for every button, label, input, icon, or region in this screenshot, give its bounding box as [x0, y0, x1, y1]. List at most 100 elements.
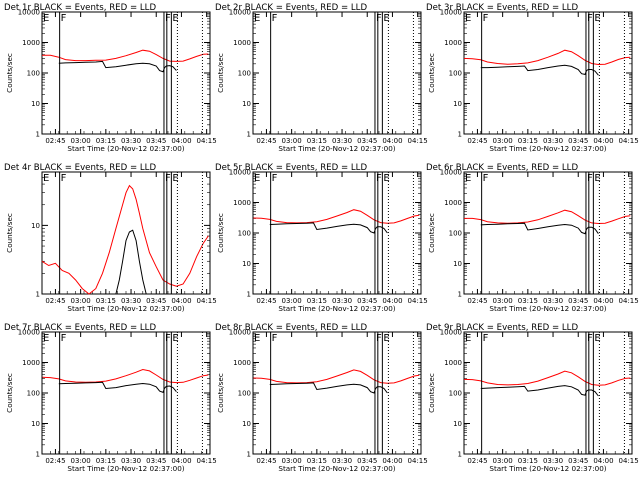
x-tick-label: 03:30 — [121, 137, 141, 145]
x-tick-label: 03:00 — [282, 457, 302, 465]
y-axis-label: Counts/sec — [5, 53, 14, 93]
y-tick-label: 10000 — [229, 169, 251, 177]
time-marker-label: F — [272, 333, 278, 344]
y-tick-label: 1 — [458, 451, 462, 459]
x-tick-label: 03:30 — [332, 297, 352, 305]
y-axis-label: Counts/sec — [216, 373, 225, 413]
y-tick-label: 100 — [27, 390, 40, 398]
y-tick-label: 10 — [31, 100, 40, 108]
time-marker-label: E — [465, 13, 471, 24]
x-tick-label: 02:45 — [467, 457, 487, 465]
y-tick-label: 1 — [458, 131, 462, 139]
y-axis-label: Counts/sec — [427, 213, 436, 253]
x-tick-label: 04:00 — [171, 137, 191, 145]
y-tick-label: 100 — [449, 390, 462, 398]
lld-series-line — [41, 368, 209, 384]
y-axis-label: Counts/sec — [427, 373, 436, 413]
y-axis-label: Counts/sec — [427, 53, 436, 93]
x-tick-label: 02:45 — [256, 297, 276, 305]
x-tick-label: 03:45 — [146, 297, 166, 305]
y-tick-label: 10 — [242, 260, 251, 268]
time-marker-label: F — [587, 13, 593, 24]
y-tick-label: 100 — [238, 70, 251, 78]
x-tick-label: 03:30 — [121, 297, 141, 305]
y-tick-label: 1 — [36, 451, 40, 459]
time-marker-label: E — [254, 333, 260, 344]
plot-frame — [41, 171, 211, 295]
y-tick-label: 1000 — [233, 39, 251, 47]
y-axis-label: Counts/sec — [5, 373, 14, 413]
y-axis-label: Counts/sec — [216, 213, 225, 253]
x-tick-label: 02:45 — [256, 457, 276, 465]
y-axis-label: Counts/sec — [216, 53, 225, 93]
panel-title: Det 3r BLACK = Events, RED = LLD — [426, 3, 578, 13]
plot-frame — [252, 171, 422, 295]
events-series-line — [58, 60, 177, 73]
x-tick-label: 04:15 — [197, 137, 217, 145]
panel-title: Det 5r BLACK = Events, RED = LLD — [215, 163, 367, 173]
time-marker-label: E — [172, 333, 178, 344]
plot-frame — [252, 11, 422, 135]
events-series-line — [480, 64, 599, 76]
x-tick-label: 03:45 — [146, 137, 166, 145]
x-tick-label: 03:30 — [543, 137, 563, 145]
y-tick-label: 10000 — [18, 9, 40, 17]
x-tick-label: 03:15 — [307, 137, 327, 145]
x-axis-label: Start Time (20-Nov-12 02:37:00) — [67, 144, 184, 153]
time-marker-label: E — [465, 333, 471, 344]
x-axis-label: Start Time (20-Nov-12 02:37:00) — [67, 304, 184, 313]
y-tick-label: 10 — [242, 420, 251, 428]
x-tick-label: 04:15 — [408, 297, 428, 305]
x-tick-label: 03:15 — [518, 457, 538, 465]
panel-title: Det 1r BLACK = Events, RED = LLD — [4, 3, 156, 13]
x-tick-label: 02:45 — [256, 137, 276, 145]
y-tick-label: 10 — [242, 100, 251, 108]
y-tick-label: 1 — [36, 291, 40, 299]
events-series-line — [269, 382, 388, 394]
time-marker-label: F — [483, 333, 489, 344]
y-tick-label: 1 — [36, 131, 40, 139]
time-marker-label: E — [594, 13, 600, 24]
panel-title: Det 4r BLACK = Events, RED = LLD — [4, 163, 156, 173]
y-tick-label: 1000 — [444, 199, 462, 207]
x-tick-label: 04:00 — [382, 137, 402, 145]
detector-panel: Det 4r BLACK = Events, RED = LLD 1 10 02:45… — [4, 163, 217, 313]
detector-panel: Det 8r BLACK = Events, RED = LLD 1 10 100 10… — [215, 323, 428, 473]
x-tick-label: 03:45 — [568, 457, 588, 465]
panel-title: Det 7r BLACK = Events, RED = LLD — [4, 323, 156, 333]
plot-frame — [463, 331, 633, 455]
y-tick-label: 10 — [31, 420, 40, 428]
time-marker-label: E — [43, 173, 49, 184]
y-tick-label: 10 — [453, 420, 462, 428]
panel-title: Det 8r BLACK = Events, RED = LLD — [215, 323, 367, 333]
x-tick-label: 03:30 — [332, 457, 352, 465]
x-tick-label: 03:30 — [543, 457, 563, 465]
time-marker-label: F — [165, 13, 171, 24]
time-marker-label: E — [594, 173, 600, 184]
lld-series-line — [463, 49, 631, 66]
time-marker-label: F — [376, 13, 382, 24]
y-tick-label: 100 — [449, 70, 462, 78]
x-tick-label: 04:00 — [382, 297, 402, 305]
x-tick-label: 04:00 — [382, 457, 402, 465]
time-marker-label: F — [483, 13, 489, 24]
x-tick-label: 02:45 — [45, 297, 65, 305]
lld-series-line — [252, 369, 420, 384]
y-tick-label: 1 — [247, 451, 251, 459]
time-marker-label: F — [61, 13, 67, 24]
detector-panel: Det 2r BLACK = Events, RED = LLD 1 10 100 10… — [215, 3, 428, 153]
y-tick-label: 10 — [31, 222, 40, 230]
time-marker-label: F — [272, 173, 278, 184]
x-tick-label: 03:15 — [307, 297, 327, 305]
y-tick-label: 10 — [453, 260, 462, 268]
x-tick-label: 03:15 — [96, 457, 116, 465]
lld-series-line — [41, 184, 209, 295]
panel-title: Det 9r BLACK = Events, RED = LLD — [426, 323, 578, 333]
x-tick-label: 03:45 — [357, 457, 377, 465]
time-marker-label: F — [61, 333, 67, 344]
plot-frame — [41, 331, 211, 455]
x-tick-label: 03:00 — [282, 297, 302, 305]
x-tick-label: 04:00 — [593, 457, 613, 465]
time-marker-label: E — [43, 333, 49, 344]
y-tick-label: 10000 — [440, 169, 462, 177]
